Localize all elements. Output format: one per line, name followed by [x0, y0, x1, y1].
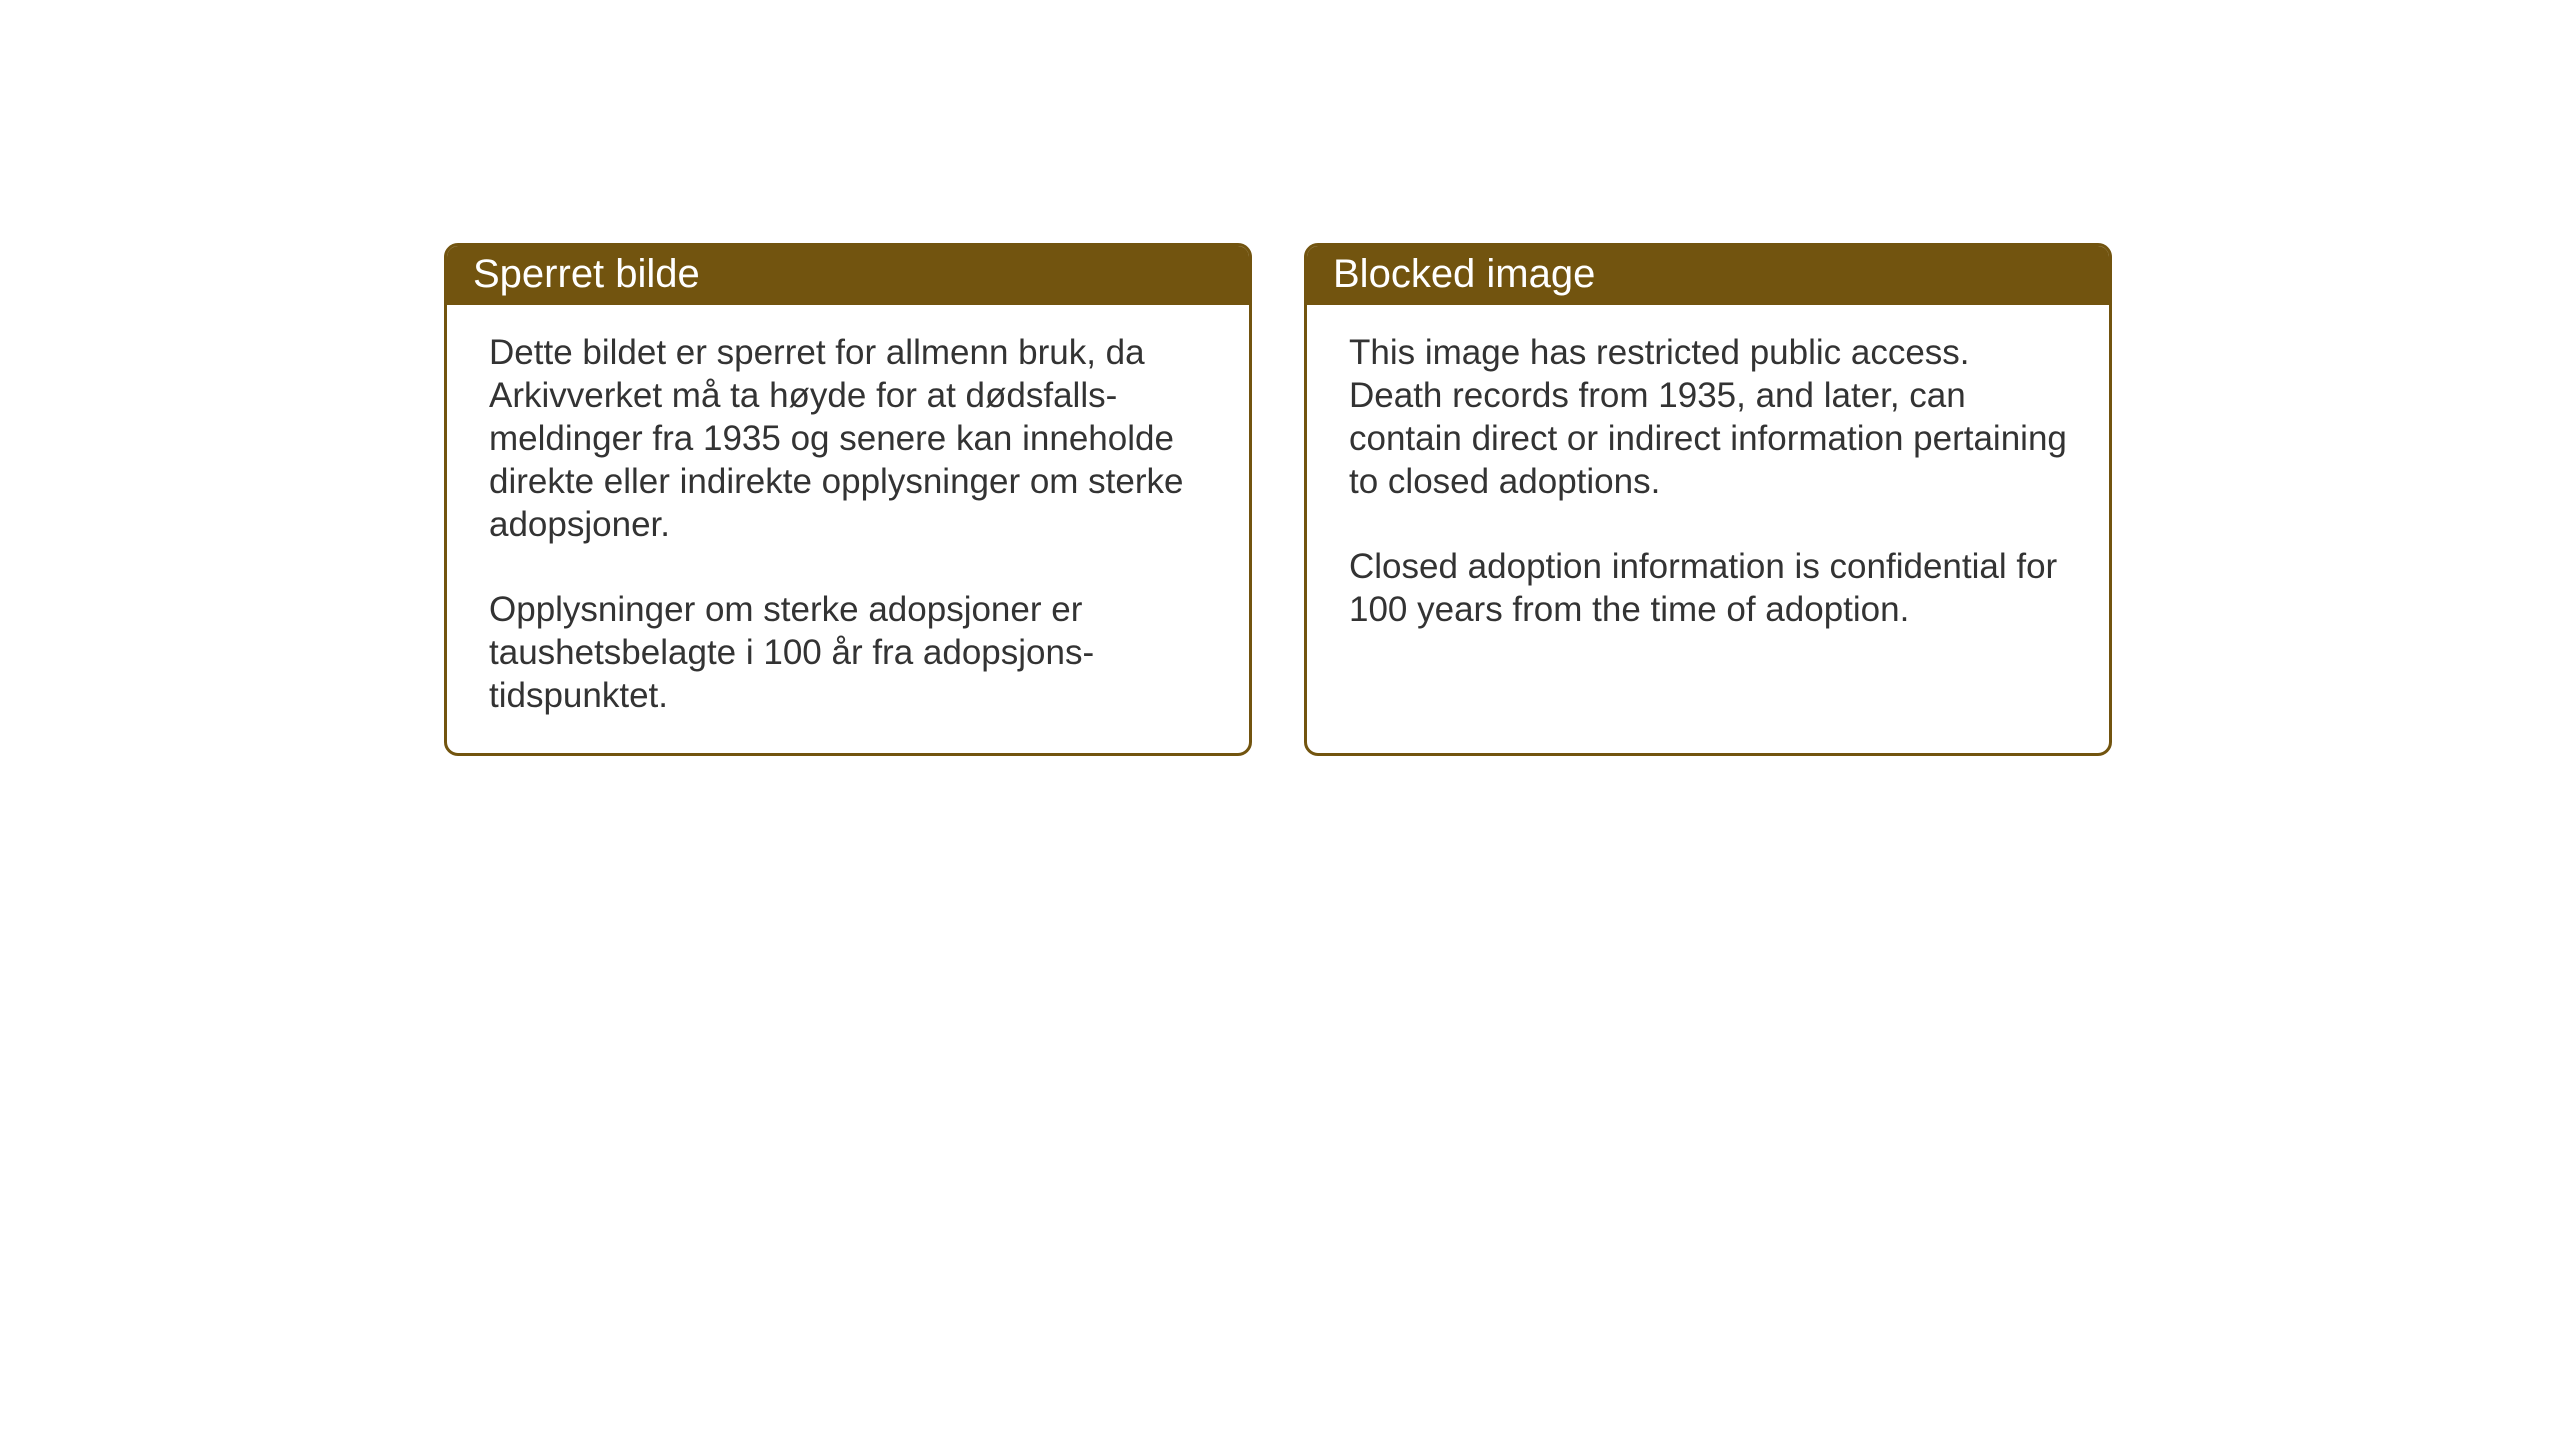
notice-paragraph-1-english: This image has restricted public access.… — [1349, 331, 2067, 503]
notice-body-english: This image has restricted public access.… — [1307, 305, 2109, 709]
notice-header-norwegian: Sperret bilde — [447, 246, 1249, 305]
notice-card-english: Blocked image This image has restricted … — [1304, 243, 2112, 756]
notice-body-norwegian: Dette bildet er sperret for allmenn bruk… — [447, 305, 1249, 753]
notice-title-english: Blocked image — [1333, 252, 2083, 297]
notice-header-english: Blocked image — [1307, 246, 2109, 305]
notice-paragraph-2-norwegian: Opplysninger om sterke adopsjoner er tau… — [489, 588, 1207, 717]
notice-card-norwegian: Sperret bilde Dette bildet er sperret fo… — [444, 243, 1252, 756]
notice-container: Sperret bilde Dette bildet er sperret fo… — [0, 0, 2560, 756]
notice-paragraph-2-english: Closed adoption information is confident… — [1349, 545, 2067, 631]
notice-paragraph-1-norwegian: Dette bildet er sperret for allmenn bruk… — [489, 331, 1207, 546]
notice-title-norwegian: Sperret bilde — [473, 252, 1223, 297]
